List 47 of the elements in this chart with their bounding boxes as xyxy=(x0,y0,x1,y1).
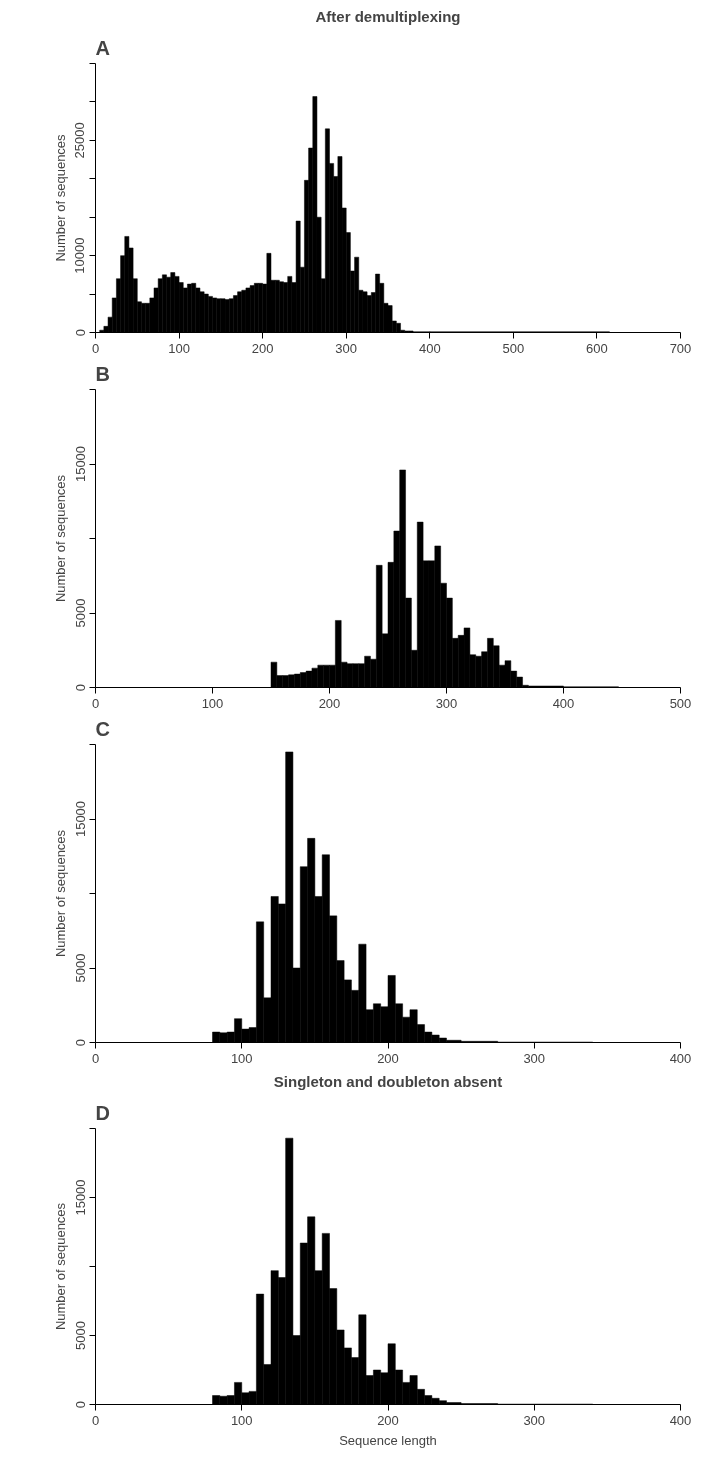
y-tick-label: 0 xyxy=(72,328,88,337)
x-tick-label: 100 xyxy=(168,340,190,356)
x-tick-label: 100 xyxy=(230,1050,253,1066)
x-tick-label: 0 xyxy=(91,695,100,711)
y-axis-title: Number of sequences xyxy=(52,474,68,603)
x-tick-label: 200 xyxy=(318,695,341,711)
text: A xyxy=(95,36,110,59)
y-tick-label: 5000 xyxy=(72,1321,88,1350)
y-tick-label: 15000 xyxy=(72,800,88,838)
text: D xyxy=(95,1101,110,1124)
y-tick-label: 0 xyxy=(72,683,88,692)
text: B xyxy=(95,362,110,385)
x-tick-label: 400 xyxy=(552,695,575,711)
chart-title: After demultiplexing xyxy=(315,7,461,25)
x-tick-label: 200 xyxy=(377,1050,399,1066)
y-axis-title: Number of sequences xyxy=(52,1202,68,1331)
x-tick-label: 400 xyxy=(669,1050,692,1066)
x-tick-label: 400 xyxy=(669,1412,692,1428)
x-tick-label: 100 xyxy=(201,695,224,711)
x-tick-label: 600 xyxy=(586,340,608,356)
y-tick-label: 0 xyxy=(72,1038,88,1047)
x-tick-label: 300 xyxy=(335,340,358,356)
x-tick-label: 300 xyxy=(435,695,458,711)
x-tick-label: 400 xyxy=(418,340,441,356)
y-tick-label: 10000 xyxy=(72,237,88,274)
x-axis-title: Sequence length xyxy=(339,1432,437,1448)
x-tick-label: 100 xyxy=(230,1412,253,1428)
y-tick-label: 15000 xyxy=(72,445,88,483)
x-tick-label: 200 xyxy=(251,340,274,356)
y-tick-label: 25000 xyxy=(72,122,88,159)
y-axis-title: Number of sequences xyxy=(52,133,68,262)
x-tick-label: 0 xyxy=(91,1050,100,1066)
chart-title: Singleton and doubleton absent xyxy=(273,1072,503,1090)
x-tick-label: 700 xyxy=(669,340,692,356)
text: C xyxy=(95,717,110,740)
x-tick-label: 300 xyxy=(523,1050,546,1066)
x-tick-label: 500 xyxy=(502,340,525,356)
y-axis-title: Number of sequences xyxy=(52,829,68,958)
y-tick-label: 0 xyxy=(72,1400,88,1409)
y-tick-label: 5000 xyxy=(72,598,88,628)
x-tick-label: 0 xyxy=(91,1412,100,1428)
x-tick-label: 0 xyxy=(91,340,100,356)
x-tick-label: 500 xyxy=(669,695,692,711)
y-tick-label: 15000 xyxy=(72,1179,88,1216)
y-tick-label: 5000 xyxy=(72,953,88,983)
x-tick-label: 300 xyxy=(523,1412,546,1428)
x-tick-label: 200 xyxy=(377,1412,399,1428)
